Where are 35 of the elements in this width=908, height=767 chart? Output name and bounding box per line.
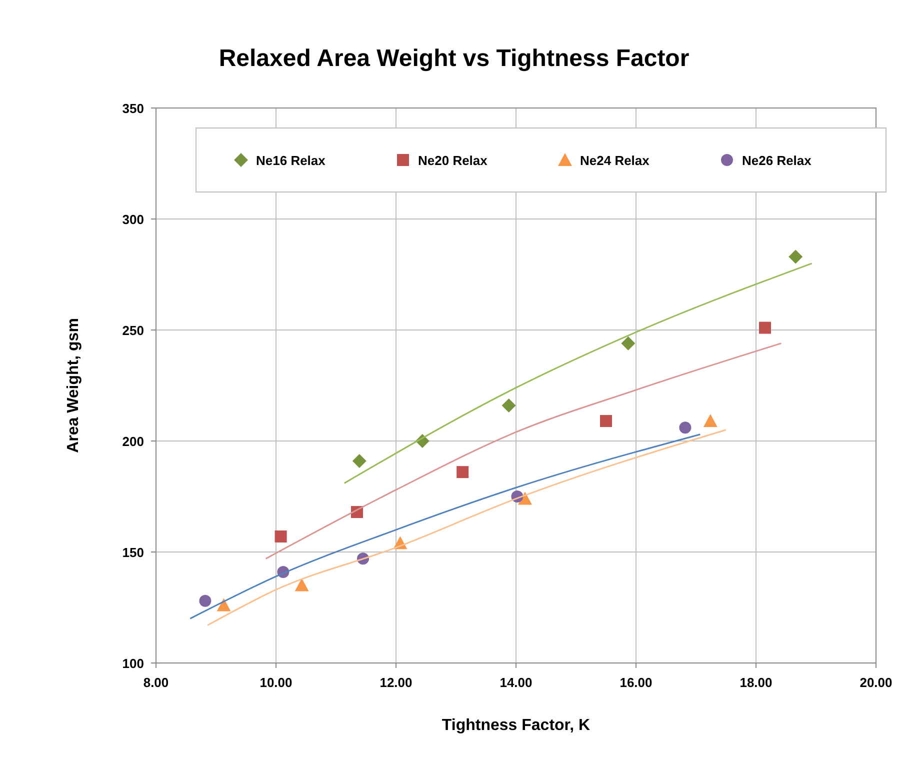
x-tick-label: 20.00 [860, 675, 892, 690]
point [352, 454, 366, 468]
point [294, 578, 309, 592]
x-tick-label: 18.00 [740, 675, 772, 690]
x-tick-label: 8.00 [143, 675, 169, 690]
point [759, 322, 771, 334]
point [788, 250, 803, 264]
y-tick-label: 200 [122, 434, 144, 449]
point [456, 466, 469, 478]
y-tick-label: 350 [122, 101, 144, 116]
y-tick-label: 300 [122, 212, 144, 227]
point [274, 530, 287, 542]
x-tick-label: 10.00 [260, 675, 292, 690]
point [502, 398, 516, 412]
line-series [265, 342, 782, 560]
legend-label: Ne24 Relax [580, 153, 650, 168]
point [216, 598, 231, 612]
x-axis-title: Tightness Factor, K [442, 717, 591, 734]
line-series [344, 262, 813, 484]
legend-label: Ne20 Relax [418, 153, 488, 168]
x-tick-label: 14.00 [500, 675, 532, 690]
legend-label: Ne26 Relax [742, 153, 812, 168]
point [703, 414, 718, 428]
legend-label: Ne16 Relax [256, 153, 326, 168]
point [679, 422, 692, 434]
y-tick-label: 100 [122, 656, 144, 671]
y-tick-label: 250 [122, 323, 144, 338]
x-tick-label: 16.00 [620, 675, 652, 690]
y-axis-title: Area Weight, gsm [65, 318, 82, 453]
x-tick-label: 12.00 [380, 675, 412, 690]
point [199, 594, 212, 607]
y-tick-label: 150 [122, 545, 144, 560]
point [600, 415, 612, 428]
chart-title: Relaxed Area Weight vs Tightness Factor [218, 45, 690, 72]
point [621, 336, 636, 350]
